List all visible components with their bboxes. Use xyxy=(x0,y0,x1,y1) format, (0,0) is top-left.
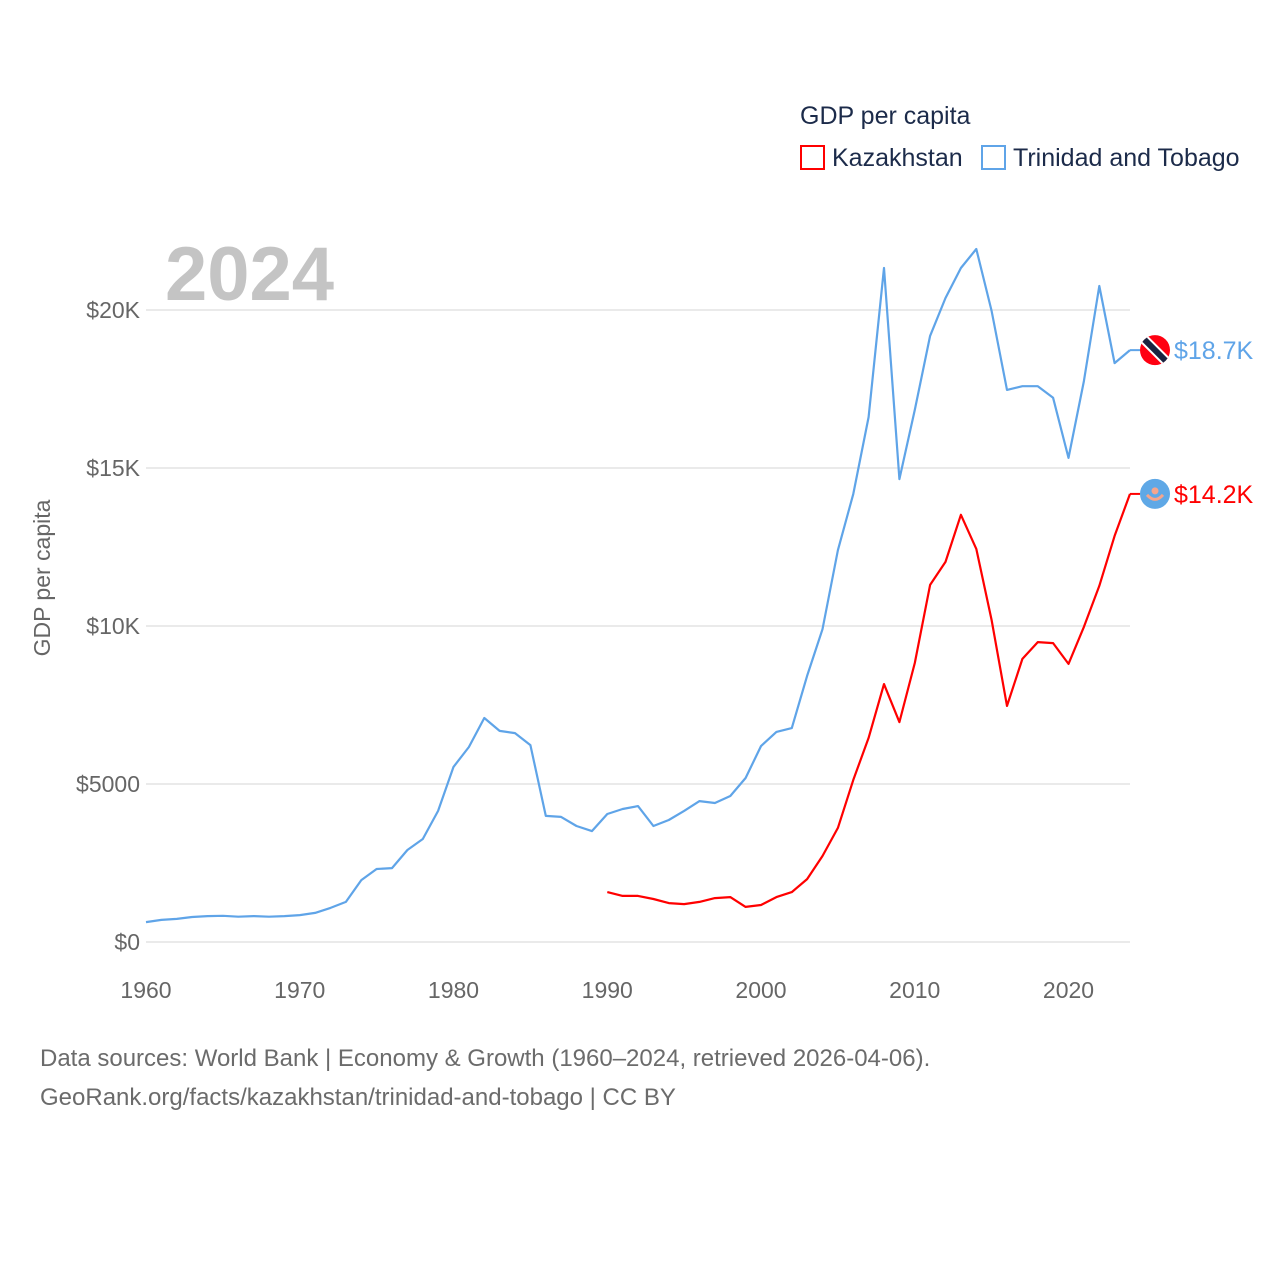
flag-sun-icon xyxy=(1151,487,1159,495)
x-tick-label: 1960 xyxy=(120,977,171,1003)
legend-swatch-trinidad-and-tobago xyxy=(981,145,1006,170)
legend-label: Trinidad and Tobago xyxy=(1013,144,1240,172)
y-tick-label: $5000 xyxy=(76,771,140,797)
y-tick-label: $0 xyxy=(114,929,140,955)
end-value-label: $14.2K xyxy=(1174,481,1254,509)
attribution-link[interactable]: GeoRank.org/facts/kazakhstan/trinidad-an… xyxy=(40,1084,676,1111)
y-tick-label: $15K xyxy=(86,455,140,481)
y-tick-label: $20K xyxy=(86,297,140,323)
x-tick-label: 1980 xyxy=(428,977,479,1003)
trinidad-and-tobago-flag-icon xyxy=(1140,335,1170,366)
x-tick-label: 2010 xyxy=(889,977,940,1003)
series-line-trinidad-and-tobago xyxy=(145,247,1131,924)
year-watermark: 2024 xyxy=(165,232,334,317)
series-line-kazakhstan xyxy=(607,493,1132,909)
legend-title: GDP per capita xyxy=(800,102,971,130)
legend-swatch-kazakhstan xyxy=(800,145,825,170)
x-tick-label: 2000 xyxy=(735,977,786,1003)
end-value-label: $18.7K xyxy=(1174,337,1254,365)
legend-label: Kazakhstan xyxy=(832,144,963,172)
y-axis-label: GDP per capita xyxy=(29,499,55,656)
y-tick-label: $10K xyxy=(86,613,140,639)
x-tick-label: 1990 xyxy=(582,977,633,1003)
x-tick-label: 2020 xyxy=(1043,977,1094,1003)
data-source-note: Data sources: World Bank | Economy & Gro… xyxy=(40,1045,931,1072)
flag-eagle-icon xyxy=(1145,493,1165,501)
x-tick-label: 1970 xyxy=(274,977,325,1003)
